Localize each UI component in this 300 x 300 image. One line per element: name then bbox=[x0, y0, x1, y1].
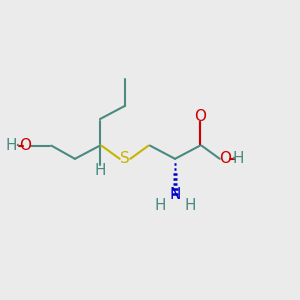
Text: H: H bbox=[184, 198, 196, 213]
Text: H: H bbox=[154, 198, 166, 213]
Text: H: H bbox=[6, 138, 17, 153]
Text: ·: · bbox=[14, 136, 20, 154]
Text: O: O bbox=[19, 138, 31, 153]
Text: ·: · bbox=[230, 150, 236, 168]
Text: H: H bbox=[94, 163, 106, 178]
Text: O: O bbox=[219, 151, 231, 166]
Text: O: O bbox=[194, 109, 206, 124]
Text: N: N bbox=[169, 187, 181, 202]
Text: H: H bbox=[232, 151, 244, 166]
Text: S: S bbox=[120, 151, 130, 166]
